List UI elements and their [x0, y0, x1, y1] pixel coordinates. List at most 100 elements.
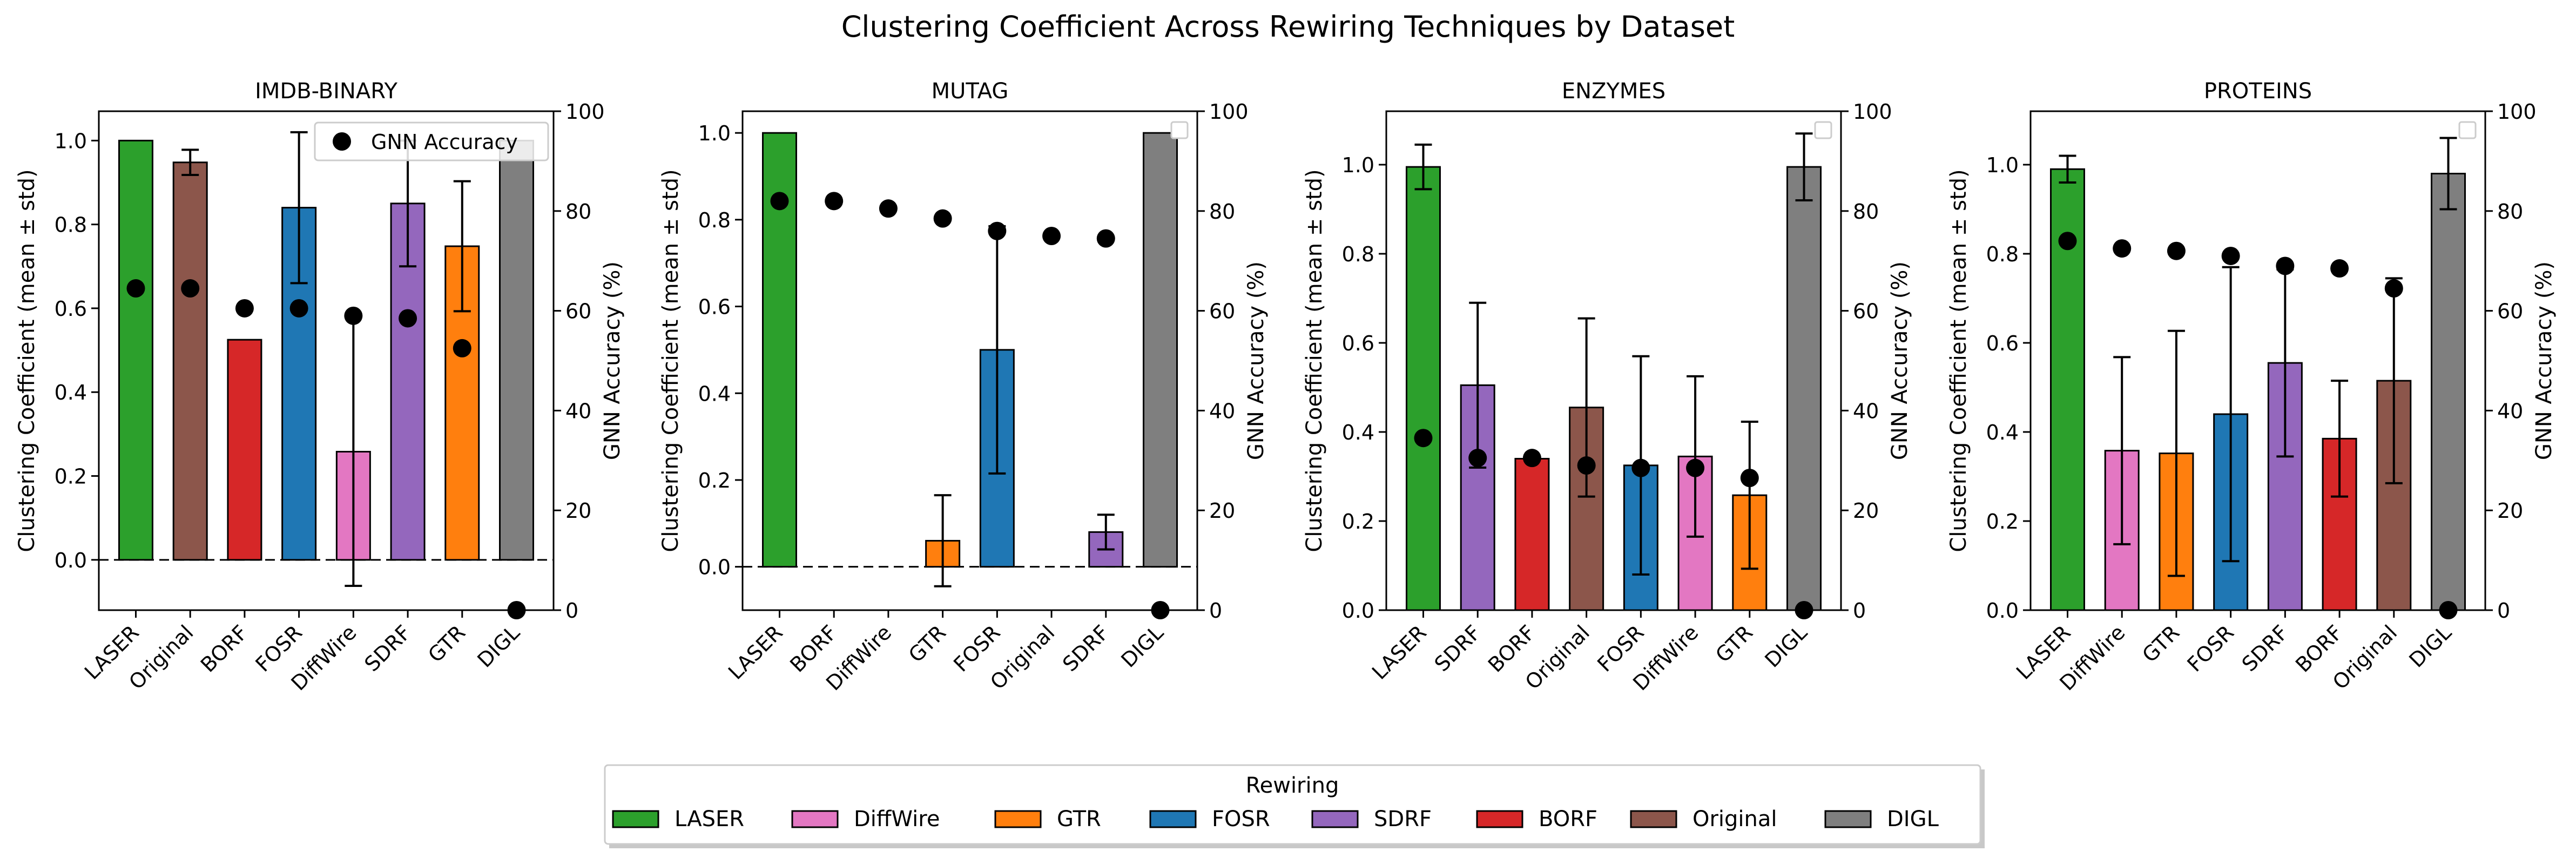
error-bar-original: [2385, 277, 2403, 484]
y2-tick-label: 60: [1209, 300, 1235, 323]
y2-tick-label: 80: [1853, 200, 1879, 224]
x-tick-label: GTR: [2137, 620, 2184, 667]
error-bar-digl: [2439, 137, 2457, 211]
accuracy-point-original: [2384, 279, 2403, 298]
accuracy-point-sdrf: [2276, 256, 2295, 275]
error-bar-original: [181, 148, 199, 177]
y-tick-label: 0.0: [55, 549, 87, 572]
x-tick-label: DIGL: [2404, 620, 2456, 672]
y-tick-label: 0.2: [1986, 510, 2019, 533]
y-tick-label: 1.0: [698, 121, 731, 145]
y2-tick-label: 80: [2497, 200, 2523, 224]
accuracy-point-laser: [770, 192, 789, 211]
legend-swatch-diffwire: [791, 810, 839, 828]
panel-enzymes: ENZYMESLASERSDRFBORFOriginalFOSRDiffWire…: [1302, 79, 1912, 695]
legend-label: FOSR: [1212, 807, 1270, 832]
accuracy-point-sdrf: [1468, 449, 1487, 468]
plot-frame: [741, 110, 1198, 611]
y2-tick-label: 20: [1853, 499, 1879, 523]
accuracy-point-original: [181, 279, 200, 298]
panels: IMDB-BINARYLASEROriginalBORFFOSRDiffWire…: [15, 79, 2557, 695]
y-tick-label: 0.8: [1986, 242, 2019, 266]
legend-item-laser: LASER: [612, 807, 744, 832]
error-bar-gtr: [453, 180, 471, 313]
error-bar-digl: [1795, 132, 1813, 201]
bar-laser: [118, 139, 153, 561]
y2-axis-label: GNN Accuracy (%): [1244, 261, 1269, 460]
y2-tick-label: 0: [1209, 599, 1222, 623]
y-tick-label: 0.0: [698, 556, 731, 579]
empty-legend-box: [1170, 121, 1189, 139]
y2-tick-label: 20: [565, 499, 591, 523]
y-tick-label: 1.0: [1986, 153, 2019, 177]
x-tick-label: LASER: [1367, 620, 1431, 684]
error-bar-fosr: [2222, 266, 2240, 563]
y-tick-label: 0.6: [55, 297, 87, 321]
accuracy-point-gtr: [2167, 241, 2186, 260]
accuracy-point-laser: [126, 279, 145, 298]
bar-fosr: [281, 207, 317, 561]
legend-item-fosr: FOSR: [1149, 807, 1270, 832]
y2-tick-label: 80: [1209, 200, 1235, 224]
y-tick-label: 0.4: [55, 381, 87, 404]
x-tick-label: DIGL: [473, 620, 524, 672]
y-tick-label: 0.6: [698, 295, 731, 319]
error-bar-laser: [2059, 154, 2076, 184]
x-tick-label: SDRF: [1058, 620, 1114, 676]
legend-label: LASER: [675, 807, 744, 832]
bar-digl: [2431, 173, 2466, 611]
accuracy-point-fosr: [1631, 458, 1650, 477]
accuracy-point-fosr: [2221, 246, 2240, 265]
legend-item-sdrf: SDRF: [1311, 807, 1432, 832]
error-bar-gtr: [2167, 329, 2185, 577]
empty-legend-box: [1814, 121, 1832, 139]
accuracy-point-diffwire: [879, 199, 898, 218]
y-tick-label: 0.2: [698, 469, 731, 492]
y2-tick-label: 0: [1853, 599, 1866, 623]
y-tick-label: 0.8: [698, 208, 731, 232]
y-tick-label: 0.6: [1342, 332, 1374, 355]
accuracy-point-original: [1042, 227, 1061, 245]
y-axis-label: Clustering Coefficient (mean ± std): [15, 169, 39, 552]
y-tick-label: 0.4: [698, 382, 731, 406]
bar-borf: [1514, 458, 1550, 611]
panel-title: PROTEINS: [2204, 79, 2312, 104]
plot-frame: [1385, 110, 1842, 611]
legend-label: BORF: [1539, 807, 1597, 832]
accuracy-point-diffwire: [2113, 239, 2132, 258]
legend-label: GTR: [1057, 807, 1101, 832]
y-tick-label: 0.2: [55, 465, 87, 489]
accuracy-point-laser: [1414, 429, 1433, 448]
y-tick-label: 0.4: [1986, 421, 2019, 444]
y2-tick-label: 60: [1853, 300, 1879, 323]
error-bar-diffwire: [2113, 356, 2131, 545]
x-tick-label: FOSR: [2183, 620, 2238, 676]
error-bar-sdrf: [1469, 301, 1487, 469]
legend-item-gtr: GTR: [994, 807, 1101, 832]
y-tick-label: 0.8: [1342, 242, 1374, 266]
panel-title: MUTAG: [932, 79, 1009, 104]
panel-legend-frame: [314, 121, 549, 161]
legend-label: DiffWire: [854, 807, 940, 832]
accuracy-point-laser: [2058, 232, 2077, 251]
y-tick-label: 0.0: [1986, 599, 2019, 623]
y2-tick-label: 100: [1209, 100, 1249, 124]
accuracy-point-sdrf: [1096, 229, 1115, 248]
y2-tick-label: 100: [2497, 100, 2537, 124]
error-bar-sdrf: [1097, 514, 1115, 551]
bar-laser: [1405, 166, 1441, 611]
x-tick-label: GTR: [1711, 620, 1757, 667]
y-axis-label: Clustering Coefficient (mean ± std): [658, 169, 683, 552]
y-axis-label: Clustering Coefficient (mean ± std): [1302, 169, 1327, 552]
legend-swatch-original: [1630, 810, 1677, 828]
accuracy-point-gtr: [453, 339, 471, 357]
legend-label: DIGL: [1887, 807, 1939, 832]
legend-items: LASER DiffWire GTR FOSR SDRF BORF Original DIGL: [612, 807, 1939, 832]
error-bar-laser: [1414, 143, 1432, 191]
panel-title: IMDB-BINARY: [255, 79, 397, 104]
accuracy-point-fosr: [289, 299, 308, 317]
accuracy-point-diffwire: [1686, 458, 1705, 477]
